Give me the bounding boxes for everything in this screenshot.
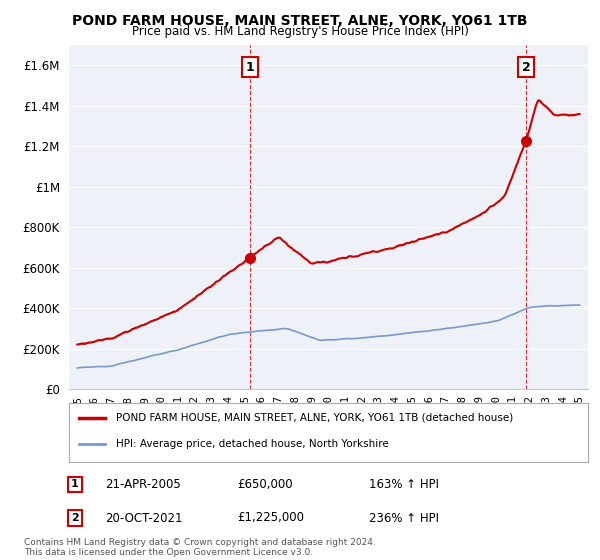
Text: Contains HM Land Registry data © Crown copyright and database right 2024.
This d: Contains HM Land Registry data © Crown c… [24, 538, 376, 557]
Text: 236% ↑ HPI: 236% ↑ HPI [369, 511, 439, 525]
Text: 20-OCT-2021: 20-OCT-2021 [105, 511, 182, 525]
Text: HPI: Average price, detached house, North Yorkshire: HPI: Average price, detached house, Nort… [116, 440, 388, 449]
Text: Price paid vs. HM Land Registry's House Price Index (HPI): Price paid vs. HM Land Registry's House … [131, 25, 469, 38]
Text: 1: 1 [71, 479, 79, 489]
Text: 2: 2 [521, 60, 530, 74]
Text: 1: 1 [245, 60, 254, 74]
Text: £650,000: £650,000 [237, 478, 293, 491]
Text: POND FARM HOUSE, MAIN STREET, ALNE, YORK, YO61 1TB: POND FARM HOUSE, MAIN STREET, ALNE, YORK… [72, 14, 528, 28]
Text: £1,225,000: £1,225,000 [237, 511, 304, 525]
Text: POND FARM HOUSE, MAIN STREET, ALNE, YORK, YO61 1TB (detached house): POND FARM HOUSE, MAIN STREET, ALNE, YORK… [116, 413, 513, 423]
Text: 2: 2 [71, 513, 79, 523]
Text: 21-APR-2005: 21-APR-2005 [105, 478, 181, 491]
Text: 163% ↑ HPI: 163% ↑ HPI [369, 478, 439, 491]
